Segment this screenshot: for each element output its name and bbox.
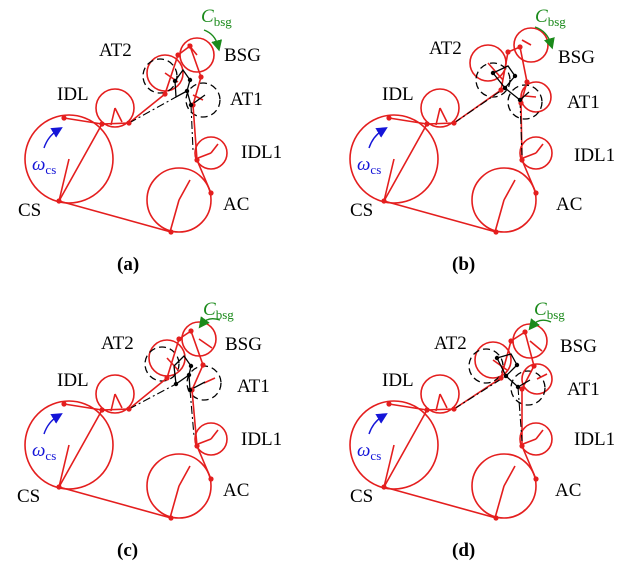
nodes xyxy=(381,329,539,521)
panel-d: AT2 BSG IDL AT1 IDL1 CS AC Cbsg ωcs (d) xyxy=(349,299,615,561)
label-ac: AC xyxy=(223,194,249,215)
tensioner-pivots xyxy=(173,363,194,393)
belt-path xyxy=(383,330,537,519)
panel-b: AT2 BSG IDL AT1 IDL1 CS AC Cbsg ωcs (b) xyxy=(349,6,615,275)
c-bsg-arrow xyxy=(198,316,221,329)
label-at1: AT1 xyxy=(230,89,263,110)
tensioner-pivots xyxy=(494,355,521,390)
idl1-pulley xyxy=(194,136,228,170)
label-omega-cs: ωcs xyxy=(357,154,381,177)
nodes xyxy=(381,44,539,235)
label-at1: AT1 xyxy=(567,379,600,400)
belt-spokes xyxy=(58,43,219,233)
at2-pulley-dashed xyxy=(468,348,504,384)
at1-pulley-dashed xyxy=(510,370,546,406)
nodes xyxy=(56,328,214,521)
label-bsg: BSG xyxy=(560,336,597,357)
label-omega-cs: ωcs xyxy=(32,440,56,463)
panel-a: AT2 BSG IDL AT1 IDL1 CS AC Cbsg ωcs (a) xyxy=(18,6,282,275)
label-at1: AT1 xyxy=(237,376,270,397)
ac-pulley xyxy=(471,453,537,519)
idl-pulley xyxy=(420,88,460,128)
idl1-pulley xyxy=(194,422,228,456)
at2-pulley-dashed xyxy=(144,346,180,382)
label-bsg: BSG xyxy=(225,334,262,355)
tensioner-pivots xyxy=(490,70,523,103)
ac-pulley xyxy=(146,453,212,519)
c-bsg-arrow xyxy=(534,26,555,50)
label-c-bsg: Cbsg xyxy=(201,6,232,29)
label-cs: CS xyxy=(18,200,41,221)
omega-cs-arrow xyxy=(368,127,388,149)
at2-pulley-dashed xyxy=(475,62,511,98)
tensioner-dashdot xyxy=(128,383,195,437)
tensioner-dashdot xyxy=(453,87,523,156)
at2-pulley xyxy=(474,341,512,379)
ac-pulley xyxy=(471,167,537,233)
label-bsg: BSG xyxy=(558,47,595,68)
label-c-bsg: Cbsg xyxy=(535,6,566,29)
belt-spokes xyxy=(58,338,219,519)
label-cs: CS xyxy=(17,486,40,507)
idl1-pulley xyxy=(519,422,553,456)
label-idl: IDL xyxy=(382,84,414,105)
belt-path xyxy=(58,44,212,233)
label-at1: AT1 xyxy=(567,92,600,113)
caption: (b) xyxy=(452,254,475,275)
idl-pulley xyxy=(420,374,460,414)
tensioner-dashdot xyxy=(128,96,194,151)
label-idl1: IDL1 xyxy=(574,429,615,450)
caption: (c) xyxy=(117,540,138,561)
at1-pulley-dashed xyxy=(507,84,543,120)
label-ac: AC xyxy=(555,480,581,501)
label-ac: AC xyxy=(223,480,249,501)
label-idl: IDL xyxy=(382,370,414,391)
label-idl: IDL xyxy=(57,84,89,105)
belt-path xyxy=(383,45,537,233)
label-ac: AC xyxy=(556,194,582,215)
label-at2: AT2 xyxy=(99,40,132,61)
c-bsg-arrow xyxy=(528,318,552,331)
omega-cs-arrow xyxy=(43,127,63,149)
label-at2: AT2 xyxy=(101,333,134,354)
label-c-bsg: Cbsg xyxy=(534,299,565,322)
label-c-bsg: Cbsg xyxy=(203,299,234,322)
at1-pulley xyxy=(521,363,553,395)
caption: (d) xyxy=(452,540,475,561)
label-omega-cs: ωcs xyxy=(357,440,381,463)
label-idl: IDL xyxy=(57,370,89,391)
idl1-pulley xyxy=(519,136,553,170)
label-cs: CS xyxy=(350,200,373,221)
idl-pulley xyxy=(95,374,135,414)
c-bsg-arrow xyxy=(203,29,223,52)
label-at2: AT2 xyxy=(429,38,462,59)
omega-cs-arrow xyxy=(43,413,63,435)
at2-pulley-dashed xyxy=(142,58,178,94)
at1-pulley-dashed xyxy=(185,82,221,118)
label-cs: CS xyxy=(350,486,373,507)
tensioner-dashdot xyxy=(453,375,523,442)
idl-pulley xyxy=(95,88,135,128)
label-at2: AT2 xyxy=(434,333,467,354)
label-idl1: IDL1 xyxy=(574,145,615,166)
nodes xyxy=(56,43,214,235)
at1-pulley xyxy=(520,81,552,113)
label-idl1: IDL1 xyxy=(241,429,282,450)
belt-spokes xyxy=(383,39,544,233)
label-bsg: BSG xyxy=(224,45,261,66)
ac-pulley xyxy=(146,167,212,233)
belt-path xyxy=(58,329,212,519)
label-omega-cs: ωcs xyxy=(32,154,56,177)
label-idl1: IDL1 xyxy=(241,142,282,163)
caption: (a) xyxy=(117,254,139,275)
at2-pulley xyxy=(146,54,184,92)
omega-cs-arrow xyxy=(368,413,388,435)
panel-c: AT2 BSG IDL AT1 IDL1 CS AC Cbsg ωcs (c) xyxy=(17,299,282,561)
tensioner-pivots xyxy=(172,77,194,108)
